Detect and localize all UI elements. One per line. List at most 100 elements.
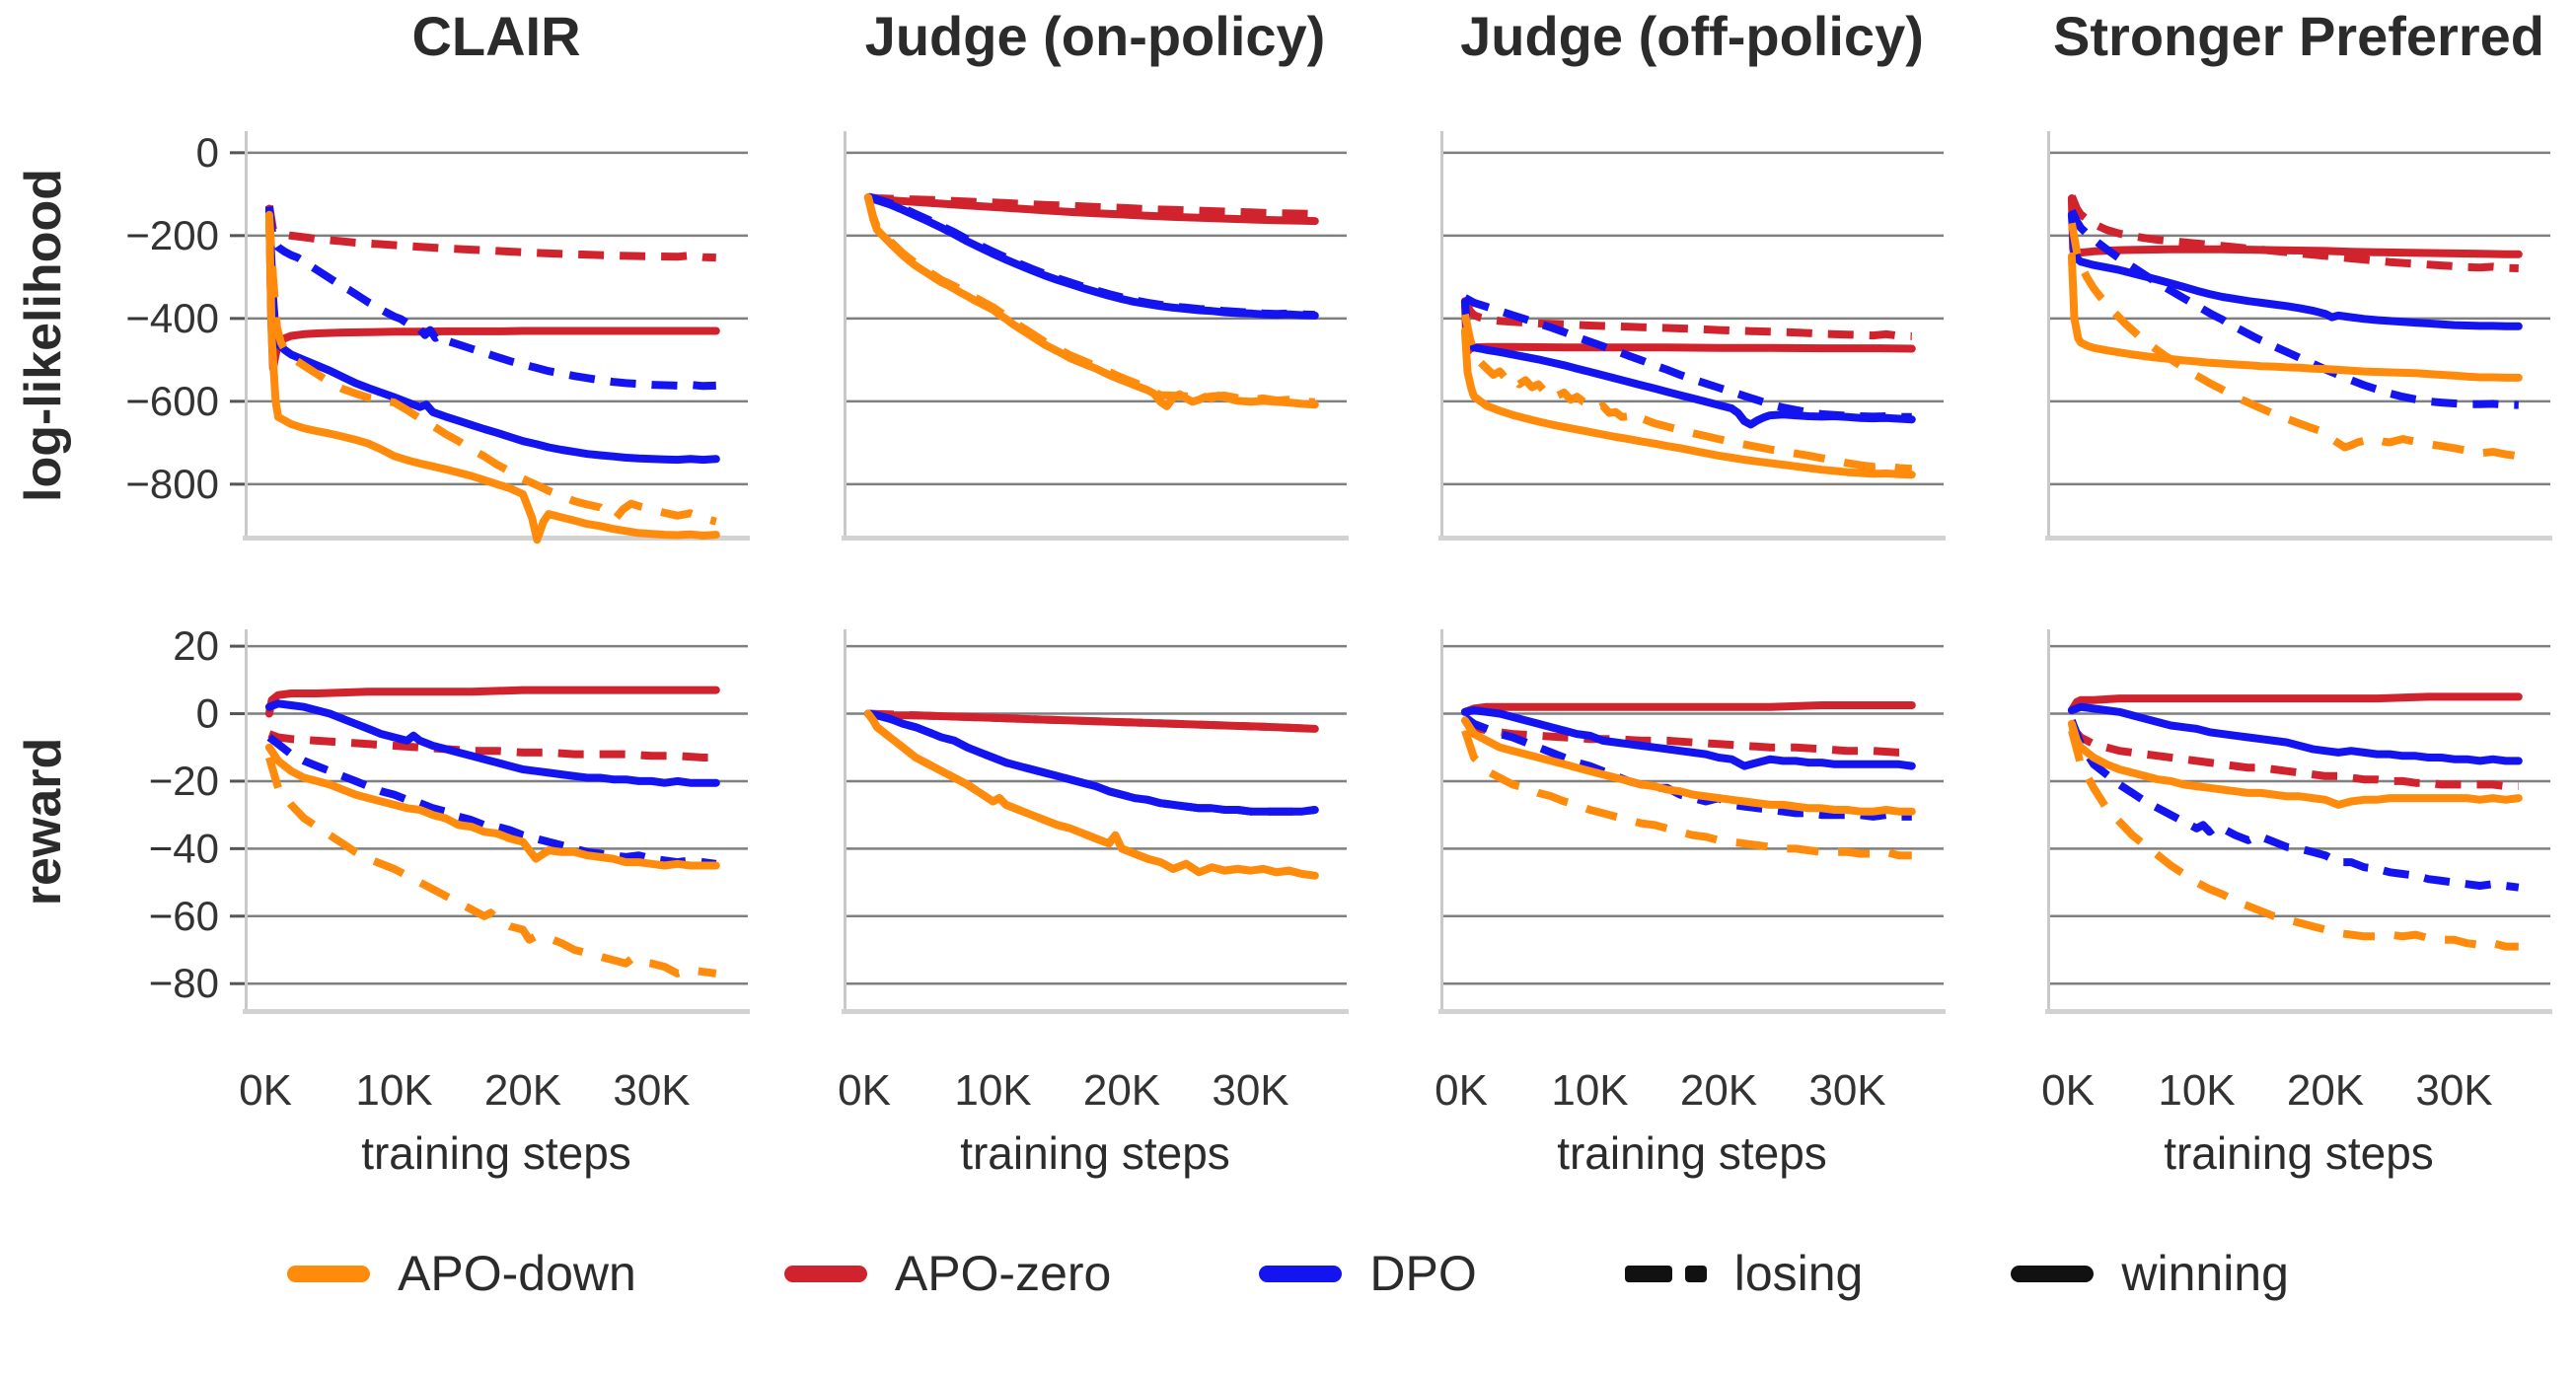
- series-dpo-losing: [264, 205, 716, 391]
- legend-label: APO-down: [398, 1246, 636, 1301]
- subplot-log-likelihood-stronger-preferred: [2045, 131, 2552, 541]
- y-tick-label: −200: [125, 212, 219, 258]
- x-tick-label: 20K: [484, 1066, 561, 1115]
- series-apo-zero-losing: [867, 192, 1315, 218]
- legend-item-winning: winning: [2011, 1245, 2289, 1302]
- x-tick-label: 20K: [2287, 1066, 2364, 1115]
- series-dpo-losing: [1462, 294, 1912, 421]
- chart-canvas: 0 −200 −400 −600 −800: [125, 129, 750, 544]
- y-tick-label: 0: [196, 690, 219, 737]
- series-apo-down-winning: [2067, 719, 2523, 809]
- dash-glyph: [1684, 1265, 1707, 1282]
- x-tick-label: 0K: [838, 1066, 891, 1115]
- legend-swatch-apo-zero: [783, 1265, 867, 1282]
- x-tick-label: 30K: [613, 1066, 690, 1115]
- y-axis-label-log-likelihood: log-likelihood: [15, 169, 72, 502]
- x-tick-label: 30K: [2415, 1066, 2492, 1115]
- x-axis-label: training steps: [960, 1127, 1230, 1179]
- chart-canvas: [1438, 131, 1946, 541]
- series-apo-down-losing: [2068, 729, 2519, 951]
- column-title-clair: CLAIR: [411, 5, 581, 67]
- y-tick-label: −60: [149, 893, 219, 939]
- series-apo-zero-winning: [1460, 297, 1916, 355]
- legend-swatch-apo-down: [287, 1265, 371, 1282]
- series-apo-down-losing: [1461, 729, 1912, 860]
- legend-label: winning: [2121, 1246, 2289, 1301]
- series-dpo-winning: [1460, 298, 1916, 429]
- legend-label: DPO: [1369, 1246, 1477, 1301]
- legend-label: losing: [1733, 1246, 1864, 1301]
- subplot-log-likelihood-judge-off-policy: [1438, 131, 1946, 541]
- series-apo-down-winning: [2067, 252, 2523, 382]
- legend-item-losing: losing: [1624, 1245, 1864, 1302]
- series-apo-down-losing: [265, 756, 717, 978]
- legend-swatch-losing-dashed: [1624, 1265, 1707, 1282]
- series-apo-down-losing: [1460, 313, 1913, 473]
- series-apo-zero-winning: [264, 686, 720, 718]
- chart-canvas: [2045, 131, 2552, 541]
- y-tick-label: −20: [149, 758, 219, 804]
- series-apo-down-winning: [264, 210, 720, 544]
- y-tick-label: −40: [149, 825, 219, 871]
- column-title-stronger-preferred: Stronger Preferred: [2053, 5, 2544, 67]
- series-dpo-winning: [2067, 702, 2523, 765]
- legend-swatch-winning: [2011, 1265, 2095, 1282]
- series-dpo-losing: [867, 709, 1316, 816]
- series-apo-zero-losing: [264, 204, 716, 262]
- series-dpo-winning: [264, 206, 720, 465]
- x-tick-label: 20K: [1083, 1066, 1160, 1115]
- legend-item-dpo: DPO: [1259, 1245, 1477, 1302]
- subplot-reward-judge-on-policy: 0K 10K 20K 30K: [838, 629, 1349, 1115]
- legend: APO-down APO-zero DPO losing winning: [0, 1245, 2576, 1302]
- y-tick-label: −600: [125, 378, 219, 424]
- series-apo-zero-losing: [2068, 194, 2519, 272]
- chart-canvas: 20 0 −20 −40 −60 −80 0K 10K 20K 30K: [149, 622, 750, 1115]
- x-axis-label: training steps: [2164, 1127, 2434, 1179]
- column-title-judge-on-policy: Judge (on-policy): [864, 5, 1326, 67]
- x-tick-label: 30K: [1212, 1066, 1288, 1115]
- x-tick-label: 10K: [1551, 1066, 1628, 1115]
- x-tick-label: 30K: [1808, 1066, 1885, 1115]
- y-axis-label-reward: reward: [15, 737, 72, 906]
- series-apo-zero-losing: [267, 730, 716, 761]
- series-apo-zero-winning: [2067, 692, 2523, 715]
- x-axis-label: training steps: [1557, 1127, 1827, 1179]
- series-apo-down-winning: [1460, 716, 1916, 816]
- subplot-reward-judge-off-policy: 0K 10K 20K 30K: [1435, 629, 1946, 1115]
- series-apo-down-winning: [1460, 326, 1916, 479]
- legend-item-apo-zero: APO-zero: [783, 1245, 1112, 1302]
- subplot-reward-clair: 20 0 −20 −40 −60 −80 0K 10K 20K 30K: [149, 622, 750, 1115]
- legend-item-apo-down: APO-down: [287, 1245, 636, 1302]
- x-tick-label: 10K: [2158, 1066, 2235, 1115]
- y-tick-label: 0: [196, 129, 219, 176]
- chart-canvas: 0K 10K 20K 30K: [838, 629, 1349, 1115]
- subplot-reward-stronger-preferred: 0K 10K 20K 30K: [2041, 629, 2552, 1115]
- series-dpo-winning: [264, 699, 720, 787]
- legend-swatch-dpo: [1259, 1265, 1343, 1282]
- series-dpo-winning: [1460, 706, 1916, 770]
- series-dpo-losing: [866, 192, 1315, 320]
- series-apo-zero-losing: [867, 709, 1315, 733]
- x-tick-label: 0K: [1435, 1066, 1488, 1115]
- x-tick-label: 20K: [1680, 1066, 1757, 1115]
- series-apo-down-winning: [264, 743, 720, 870]
- series-apo-zero-losing: [2068, 724, 2519, 791]
- series-apo-down-losing: [864, 711, 1316, 880]
- y-tick-label: −800: [125, 461, 219, 507]
- series-apo-down-losing: [2067, 222, 2520, 461]
- x-tick-label: 10K: [355, 1066, 432, 1115]
- chart-canvas: 0K 10K 20K 30K: [2041, 629, 2552, 1115]
- chart-canvas: 0K 10K 20K 30K: [1435, 629, 1946, 1115]
- dash-glyph: [1624, 1265, 1672, 1282]
- series-apo-zero-winning: [1460, 701, 1916, 716]
- subplot-log-likelihood-judge-on-policy: [842, 131, 1349, 541]
- series-dpo-losing: [2068, 718, 2520, 892]
- subplot-log-likelihood-clair: 0 −200 −400 −600 −800: [125, 129, 750, 544]
- y-tick-label: 20: [173, 622, 219, 669]
- series-apo-zero-losing: [1461, 298, 1912, 340]
- legend-label: APO-zero: [894, 1246, 1112, 1301]
- series-apo-zero-losing: [1461, 714, 1912, 757]
- series-apo-zero-winning: [264, 204, 720, 373]
- x-tick-label: 10K: [954, 1066, 1031, 1115]
